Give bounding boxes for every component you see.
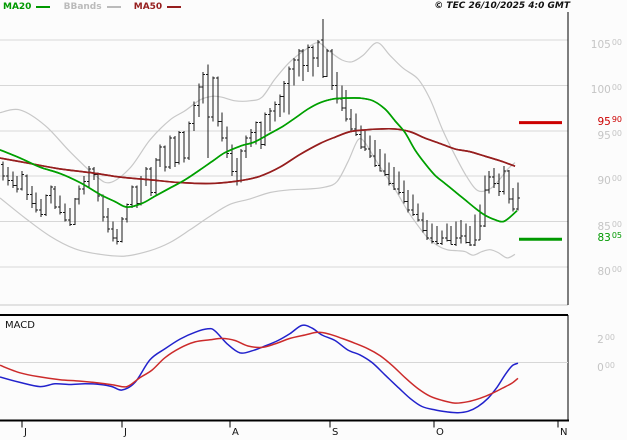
month-label-J: J (24, 427, 27, 438)
month-label-J: J (124, 427, 127, 438)
macd-line (0, 324, 519, 414)
ohlc-candles (1, 19, 520, 247)
month-label-N: N (560, 427, 568, 438)
support-label: 8305 (597, 231, 622, 245)
legend-dash-ma20-icon (36, 6, 51, 8)
price-axis-label: 10500 (590, 38, 622, 51)
month-label-O: O (436, 427, 444, 438)
signal-line (0, 331, 519, 404)
bb-lower-line (0, 137, 516, 259)
macd-axis-label: 200 (597, 333, 615, 346)
copyright-timestamp: © TEC 26/10/2025 4:0 GMT (434, 1, 570, 11)
month-label-S: S (332, 427, 339, 438)
price-axis-label: 10000 (590, 83, 622, 97)
legend-label-ma20: MA20 (3, 2, 32, 12)
legend-label-ma50: MA50 (133, 2, 163, 12)
legend-item-ma50: MA50 (133, 2, 182, 12)
price-axis-label: 9000 (597, 174, 622, 188)
price-axis-label: 9500 (597, 128, 622, 142)
legend-item-bbands: BBands (64, 2, 121, 12)
ma20-line-top (0, 97, 518, 223)
price-gridlines (0, 39, 568, 306)
month-label-A: A (232, 427, 239, 438)
macd-panel-title: MACD (5, 320, 35, 331)
macd-axis-label: 000 (597, 360, 615, 374)
resistance-label: 9590 (597, 114, 622, 128)
bb-upper-line (0, 42, 516, 193)
legend-label-bbands: BBands (63, 2, 102, 12)
panel-borders (0, 12, 569, 422)
chart-legend: MA20 BBands MA50 (3, 2, 191, 14)
price-axis-label: 8000 (597, 265, 622, 278)
month-ticks (21, 420, 559, 428)
ma50-line (0, 127, 516, 185)
legend-dash-bbands-icon (106, 6, 121, 8)
legend-dash-ma50-icon (167, 6, 182, 8)
price-axis-label: 8500 (597, 219, 622, 233)
legend-item-ma20: MA20 (3, 2, 51, 12)
ma50-line-top (0, 127, 516, 185)
